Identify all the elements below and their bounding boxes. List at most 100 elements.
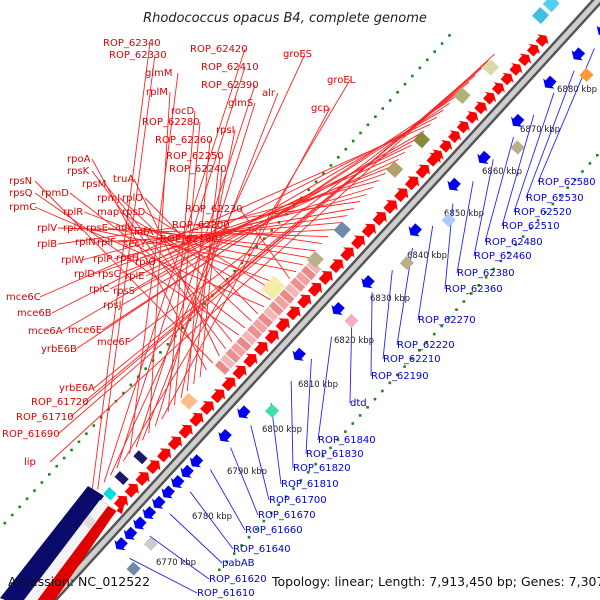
genome-summary-text: Topology: linear; Length: 7,913,450 bp; … — [271, 574, 600, 589]
tick-dot — [255, 245, 259, 249]
tick-dot — [40, 481, 44, 484]
gene-label: ROP_62580 — [538, 177, 596, 188]
tick-dot — [255, 527, 258, 531]
leader-line — [174, 121, 201, 406]
gene-label: ROP_62230 — [185, 204, 243, 215]
gene-label: alr — [262, 88, 276, 99]
gene-label: ROP_62330 — [109, 50, 167, 61]
reverse-gene-arrow — [152, 495, 166, 509]
gene-label: rpmC — [9, 202, 36, 213]
tick-dot — [374, 115, 377, 118]
leader-line — [193, 155, 221, 385]
tick-dot — [514, 243, 518, 246]
gene-label: mce6E — [68, 325, 102, 336]
tick-dot — [418, 66, 422, 70]
tick-dot — [588, 162, 592, 165]
tick-dot — [484, 275, 488, 279]
tick-dot — [48, 473, 51, 476]
tick-dot — [218, 568, 221, 572]
tick-dot — [144, 367, 147, 370]
tick-dot — [344, 430, 347, 433]
tick-dot — [470, 292, 473, 295]
leader-line — [239, 208, 291, 279]
forward-gene-arrow — [526, 43, 540, 57]
gene-label: glmM — [145, 68, 173, 79]
gene-label: mce6F — [97, 337, 131, 348]
tick-dot — [403, 365, 406, 368]
gene-label: rpsM — [82, 179, 106, 190]
gene-features — [82, 0, 600, 576]
tick-dot — [455, 308, 458, 312]
gene-label: rpsJ — [103, 300, 122, 311]
leader-line — [290, 380, 294, 469]
gene-label: ROP_61640 — [233, 544, 291, 555]
gene-label: ROP_62390 — [201, 80, 259, 91]
tick-dot — [551, 202, 555, 206]
feature-box — [103, 487, 117, 501]
tick-dot — [314, 180, 318, 184]
gene-label: yrbE6A — [59, 383, 95, 394]
forward-gene-arrow — [465, 111, 479, 124]
gene-label: ROP_61820 — [293, 463, 351, 474]
gene-label: ROP_62510 — [502, 221, 560, 232]
reverse-gene-arrow — [447, 177, 461, 191]
forward-gene-arrow — [430, 149, 444, 163]
feature-box — [306, 251, 324, 268]
tick-dot — [403, 82, 407, 86]
gene-label: rpmJ — [97, 193, 120, 204]
feature-box — [482, 58, 499, 76]
leader-line — [91, 158, 207, 371]
gene-label: ROP_62480 — [485, 237, 543, 248]
forward-gene-arrow — [509, 63, 523, 76]
tick-dot — [322, 172, 325, 175]
leader-lines — [34, 42, 595, 594]
gene-label: rpsK — [67, 166, 90, 177]
ribosomal-gene-box — [230, 342, 246, 358]
gene-label: rpsN — [9, 176, 32, 187]
forward-gene-arrow — [297, 294, 312, 309]
reverse-gene-arrow — [361, 275, 375, 289]
gene-label: rplW — [61, 255, 84, 266]
leader-line — [97, 54, 156, 490]
gene-label: rplX — [63, 223, 83, 234]
gene-label: rplF — [97, 237, 116, 248]
forward-gene-arrow — [37, 498, 126, 600]
tick-dot — [337, 156, 340, 159]
gene-label: rpmD — [41, 188, 69, 199]
tick-dot — [92, 424, 96, 427]
gene-label: rplE — [125, 271, 145, 282]
reverse-gene-arrow — [161, 485, 175, 499]
feature-box — [579, 67, 594, 82]
forward-gene-arrow — [200, 401, 215, 415]
gene-label: mce6B — [17, 308, 52, 319]
ribosomal-gene-box — [214, 360, 230, 375]
forward-gene-arrow — [167, 436, 182, 451]
gene-label: yrbE6B — [41, 344, 77, 355]
tick-dot — [536, 218, 540, 222]
feature-box — [441, 213, 456, 228]
feature-box — [344, 313, 359, 328]
map-title: Rhodococcus opacus B4, complete genome — [143, 11, 427, 26]
leader-line — [349, 314, 353, 404]
feature-box — [542, 0, 560, 13]
tick-dot — [232, 552, 236, 555]
reverse-gene-arrow — [477, 150, 491, 164]
tick-label: 6790 kbp — [227, 467, 267, 477]
tick-dot — [581, 170, 584, 173]
forward-gene-arrow — [307, 282, 323, 297]
gene-label: ROP_62410 — [201, 62, 259, 73]
leader-line — [135, 84, 256, 448]
gene-label: ROP_61810 — [281, 479, 339, 490]
leader-line — [142, 92, 279, 441]
tick-dot — [329, 446, 332, 450]
gene-label: ROP_62210 — [383, 354, 441, 365]
forward-gene-arrow — [535, 34, 549, 47]
tick-dot — [129, 383, 133, 387]
tick-dot — [433, 50, 436, 53]
leader-line — [317, 336, 333, 441]
leader-line — [133, 226, 309, 259]
tick-dot — [499, 259, 503, 263]
reverse-gene-arrow — [571, 47, 586, 61]
tick-dot — [159, 351, 162, 354]
